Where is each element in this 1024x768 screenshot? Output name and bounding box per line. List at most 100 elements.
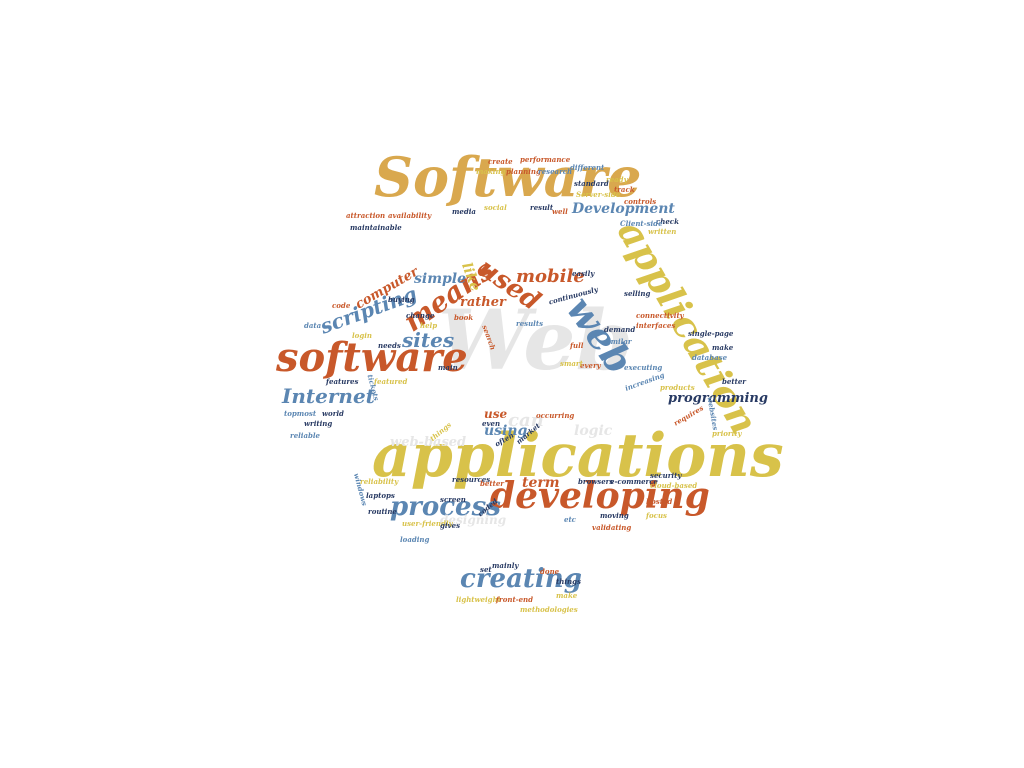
word-result: result: [530, 203, 554, 212]
word-controls: controls: [624, 197, 657, 206]
word-development: Development: [572, 201, 675, 217]
word-reliable: reliable: [290, 431, 321, 440]
word-logic: logic: [574, 423, 613, 439]
word-smart: smart: [560, 359, 583, 368]
word-rather: rather: [460, 295, 506, 310]
word-writing: writing: [304, 419, 333, 428]
word-web-faint: Web: [438, 293, 633, 389]
word-reliability: reliability: [360, 477, 399, 486]
word-designing: designing: [440, 513, 507, 527]
word-server-side: Server-side: [576, 190, 621, 199]
word-attraction: attraction: [346, 211, 386, 220]
word-web-based: web-based: [390, 435, 467, 450]
word-laptops: laptops: [366, 491, 395, 500]
word-user-friendly: user-friendly: [402, 519, 453, 528]
word-lightweight: lightweight: [456, 595, 501, 604]
word-cloud-based: cloud-based: [650, 481, 698, 490]
word-full: full: [570, 341, 584, 350]
word-etc: etc: [564, 515, 576, 524]
word-data: data: [304, 321, 322, 330]
word-moving: moving: [600, 511, 629, 520]
word-code: code: [332, 301, 351, 310]
word-main: main: [438, 363, 458, 372]
word-features: features: [326, 377, 359, 386]
word-sites: sites: [402, 328, 455, 352]
word-book: book: [454, 313, 474, 322]
word-buying: buying: [388, 295, 415, 304]
word-research: research: [538, 167, 573, 176]
word-topmost: topmost: [284, 409, 317, 418]
word-can: can: [508, 410, 544, 431]
word-written: written: [648, 227, 677, 236]
word-database: database: [692, 353, 728, 362]
word-well: well: [552, 207, 568, 216]
word-occurring: occurring: [536, 411, 575, 420]
word-using: using: [484, 423, 528, 439]
word-use: use: [484, 407, 508, 421]
word-every: every: [580, 361, 601, 370]
word-screen: screen: [440, 495, 466, 504]
word-gives: gives: [440, 521, 461, 530]
word-better-2: better: [480, 479, 504, 488]
word-process: process: [390, 492, 501, 522]
word-similar: similar: [604, 337, 632, 346]
word-hosted: hosted: [646, 497, 673, 506]
word-different: different: [570, 163, 605, 172]
word-ready: ready: [606, 175, 628, 184]
word-media: media: [452, 207, 476, 216]
word-software-title: Software: [374, 145, 642, 209]
word-connectivity: connectivity: [636, 311, 684, 320]
word-term: term: [522, 475, 560, 491]
word-availability: availability: [388, 211, 432, 220]
word-front-end: front-end: [496, 595, 534, 604]
word-done: done: [540, 567, 560, 576]
word-developing: developing: [490, 475, 710, 517]
word-performance: performance: [520, 155, 571, 164]
word-make: make: [712, 343, 734, 352]
word-software: software: [276, 334, 468, 381]
word-browsers: browsers: [578, 477, 614, 486]
word-check: check: [656, 217, 679, 226]
word-selling: selling: [624, 289, 651, 298]
word-easily: easily: [572, 269, 595, 278]
word-loading: loading: [400, 535, 430, 544]
word-single-page: single-page: [688, 329, 734, 338]
word-priority: priority: [712, 429, 742, 438]
word-login: login: [352, 331, 372, 340]
word-programming: programming: [668, 391, 768, 406]
word-standard: standard: [574, 179, 609, 188]
word-make-2: make: [556, 591, 578, 600]
word-mobile: mobile: [516, 266, 585, 287]
word-internet: Internet: [282, 384, 375, 408]
word-resources: resources: [452, 475, 491, 484]
word-focus: focus: [646, 511, 667, 520]
word-help: help: [420, 321, 438, 330]
word-change: change: [406, 311, 435, 320]
word-products: products: [660, 383, 695, 392]
word-set: set: [480, 565, 492, 574]
word-even: even: [482, 419, 501, 428]
word-methodologies: methodologies: [520, 605, 578, 614]
word-e-commerce: e-commerce: [610, 477, 658, 486]
word-maintainable: maintainable: [350, 223, 402, 232]
word-executing: executing: [624, 363, 663, 372]
word-applications: applications: [372, 421, 784, 491]
word-social: social: [484, 203, 507, 212]
word-needs: needs: [378, 341, 401, 350]
word-featured: featured: [374, 377, 408, 386]
word-things-2: things: [556, 577, 581, 586]
word-planning: planning: [506, 167, 541, 176]
word-demand: demand: [604, 325, 636, 334]
word-mainly: mainly: [492, 561, 519, 570]
word-creating: creating: [460, 564, 582, 594]
word-create: create: [488, 157, 513, 166]
word-results: results: [516, 319, 544, 328]
word-world: world: [322, 409, 344, 418]
word-track: track: [614, 185, 635, 194]
word-simple: simple: [414, 271, 467, 287]
word-routine: routine: [368, 507, 397, 516]
word-validating: validating: [592, 523, 632, 532]
word-making: making: [476, 167, 506, 176]
word-security: security: [650, 471, 682, 480]
